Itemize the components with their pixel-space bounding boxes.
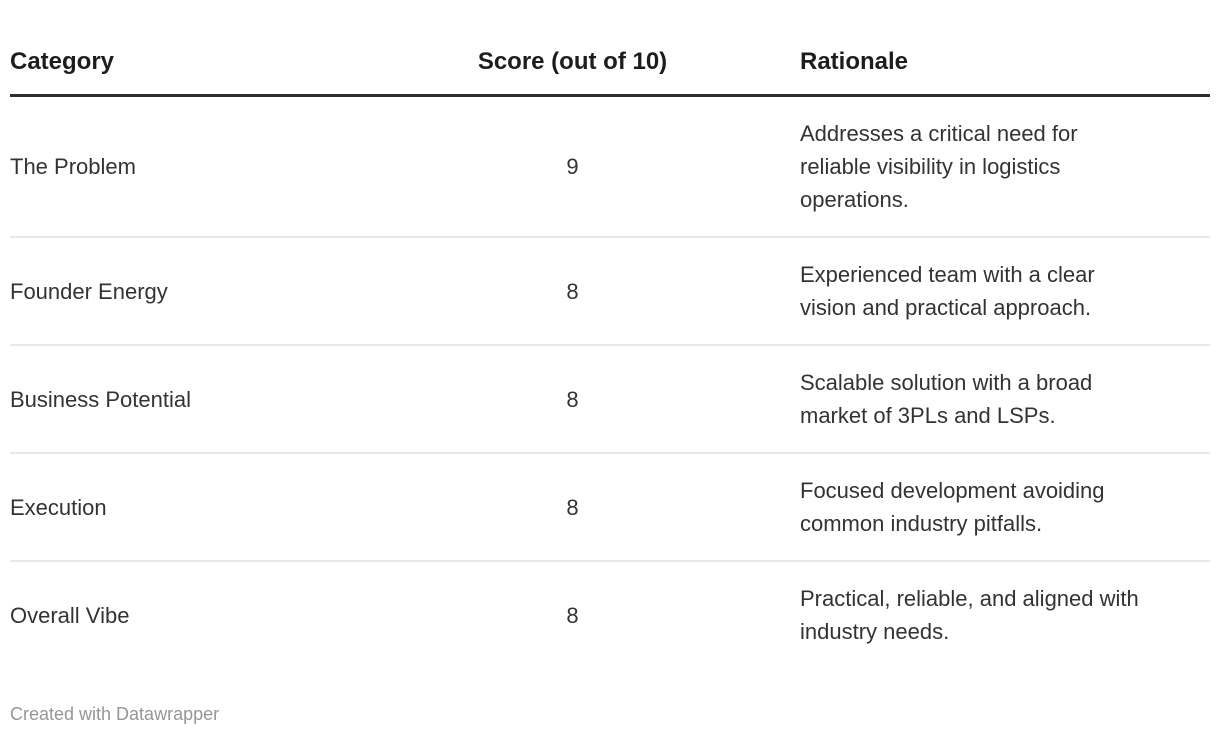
score-cell: 9	[566, 154, 579, 179]
table-row: Founder Energy 8 Experienced team with a…	[10, 236, 1210, 344]
rationale-cell: Scalable solution with a broad market of…	[800, 370, 1093, 428]
table-header-row: Category Score (out of 10) Rationale	[10, 0, 1210, 97]
rationale-cell: Experienced team with a clear vision and…	[800, 262, 1095, 320]
category-cell: Execution	[10, 494, 107, 520]
category-cell: Business Potential	[10, 386, 191, 412]
rationale-cell: Practical, reliable, and aligned with in…	[800, 586, 1139, 644]
column-header-rationale: Rationale	[800, 48, 909, 75]
table-row: The Problem 9 Addresses a critical need …	[10, 97, 1210, 236]
chart-footer: Created with Datawrapper	[0, 704, 1220, 725]
score-cell: 8	[566, 386, 579, 412]
column-header-category: Category	[10, 48, 115, 75]
rationale-cell: Addresses a critical need for reliable v…	[800, 121, 1078, 212]
table-row: Overall Vibe 8 Practical, reliable, and …	[10, 560, 1210, 668]
category-cell: The Problem	[10, 154, 136, 179]
score-cell: 8	[566, 602, 579, 628]
datawrapper-attribution-link[interactable]: Created with Datawrapper	[10, 704, 220, 724]
column-header-score: Score (out of 10)	[477, 48, 668, 75]
table-row: Business Potential 8 Scalable solution w…	[10, 344, 1210, 452]
category-cell: Overall Vibe	[10, 602, 130, 628]
score-cell: 8	[566, 494, 579, 520]
rationale-cell: Focused development avoiding common indu…	[800, 478, 1105, 536]
score-table: Category Score (out of 10) Rationale The…	[10, 0, 1210, 668]
score-cell: 8	[566, 278, 579, 304]
category-cell: Founder Energy	[10, 278, 168, 304]
table-row: Execution 8 Focused development avoiding…	[10, 452, 1210, 560]
